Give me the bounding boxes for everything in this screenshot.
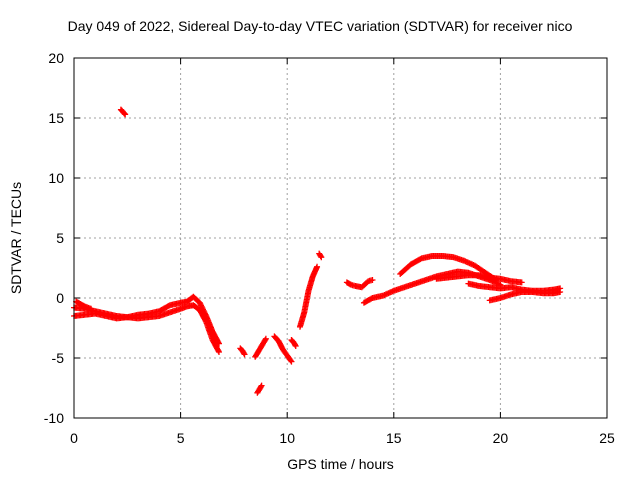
x-tick-label: 10: [279, 430, 295, 446]
series-arc-15: [433, 272, 525, 286]
series-arc-4: [117, 106, 129, 118]
y-tick-label: 10: [48, 170, 64, 186]
series-arc-5: [237, 345, 248, 358]
y-tick-label: 5: [56, 230, 64, 246]
data-point: [121, 110, 128, 117]
x-tick-label: 5: [177, 430, 185, 446]
data-point: [262, 337, 269, 343]
y-tick-label: 0: [56, 290, 64, 306]
x-tick-label: 0: [70, 430, 78, 446]
chart-title: Day 049 of 2022, Sidereal Day-to-day VTE…: [67, 18, 573, 34]
data-point: [292, 343, 299, 349]
data-point: [317, 253, 324, 259]
series-arc-9: [288, 337, 299, 349]
grid-lines: [74, 58, 607, 418]
plot-frame: [73, 57, 608, 419]
data-point: [318, 254, 325, 261]
data-point: [557, 289, 564, 295]
data-point: [314, 263, 321, 270]
data-point: [88, 305, 95, 312]
series-arc-17: [486, 289, 564, 304]
data-point: [369, 277, 376, 283]
data-point: [215, 349, 222, 355]
y-tick-label: 20: [48, 50, 64, 66]
y-tick-label: -10: [44, 410, 64, 426]
data-point: [518, 279, 525, 286]
series-arc-11: [316, 250, 325, 261]
axis-ticks: 0 5 10 15 20 25 -10 -5 0 5 10 15 20: [44, 50, 615, 446]
data-point: [241, 351, 248, 358]
data-point: [257, 383, 264, 390]
series-arc-10: [296, 263, 321, 330]
x-tick-label: 15: [386, 430, 402, 446]
y-axis-label: SDTVAR / TECUs: [8, 181, 24, 295]
series-arc-6: [252, 335, 269, 360]
data-point: [258, 382, 265, 389]
data-point: [287, 357, 294, 364]
data-point: [288, 358, 295, 365]
data-point: [122, 111, 129, 118]
x-tick-label: 25: [599, 430, 615, 446]
y-tick-label: 15: [48, 110, 64, 126]
x-tick-label: 20: [493, 430, 509, 446]
data-point: [240, 350, 247, 357]
series-arc-3: [73, 298, 95, 312]
data-point: [292, 341, 299, 348]
series-arc-12: [343, 277, 376, 291]
series-arc-7: [254, 382, 265, 396]
series-arc-2: [71, 302, 222, 355]
data-point: [262, 335, 269, 342]
y-tick-label: -5: [52, 350, 65, 366]
x-axis-label: GPS time / hours: [287, 456, 394, 472]
series-arc-8: [271, 333, 295, 365]
data-points: [71, 106, 564, 396]
